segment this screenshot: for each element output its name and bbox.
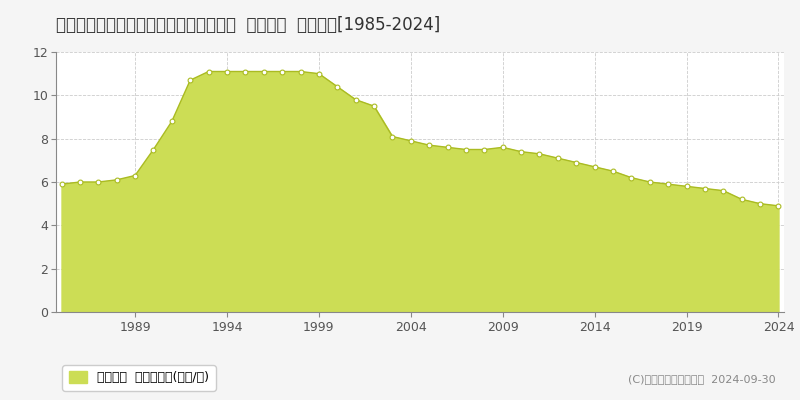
- Point: [698, 185, 711, 192]
- Point: [735, 196, 748, 202]
- Point: [350, 96, 362, 103]
- Point: [239, 68, 252, 75]
- Point: [496, 144, 509, 150]
- Point: [422, 142, 435, 148]
- Point: [147, 146, 160, 153]
- Point: [533, 151, 546, 157]
- Point: [110, 177, 123, 183]
- Point: [55, 181, 68, 187]
- Point: [221, 68, 234, 75]
- Point: [459, 146, 472, 153]
- Point: [202, 68, 215, 75]
- Point: [588, 164, 601, 170]
- Point: [129, 172, 142, 179]
- Point: [331, 84, 344, 90]
- Point: [643, 179, 656, 185]
- Point: [570, 159, 582, 166]
- Point: [551, 155, 564, 161]
- Text: 兵庫県宝塚市大原野字森谷２９番１２外  公示地価  地価推移[1985-2024]: 兵庫県宝塚市大原野字森谷２９番１２外 公示地価 地価推移[1985-2024]: [56, 16, 440, 34]
- Point: [606, 168, 619, 174]
- Point: [368, 103, 381, 109]
- Point: [662, 181, 674, 187]
- Legend: 公示地価  平均坪単価(万円/坪): 公示地価 平均坪単価(万円/坪): [62, 365, 215, 390]
- Point: [441, 144, 454, 150]
- Point: [717, 188, 730, 194]
- Text: (C)土地価格ドットコム  2024-09-30: (C)土地価格ドットコム 2024-09-30: [628, 374, 776, 384]
- Point: [772, 203, 785, 209]
- Point: [386, 133, 399, 140]
- Point: [258, 68, 270, 75]
- Point: [754, 200, 766, 207]
- Point: [478, 146, 490, 153]
- Point: [294, 68, 307, 75]
- Point: [625, 174, 638, 181]
- Point: [276, 68, 289, 75]
- Point: [313, 70, 326, 77]
- Point: [166, 118, 178, 124]
- Point: [514, 148, 527, 155]
- Point: [92, 179, 105, 185]
- Point: [184, 77, 197, 83]
- Point: [74, 179, 86, 185]
- Point: [680, 183, 693, 190]
- Point: [405, 138, 418, 144]
